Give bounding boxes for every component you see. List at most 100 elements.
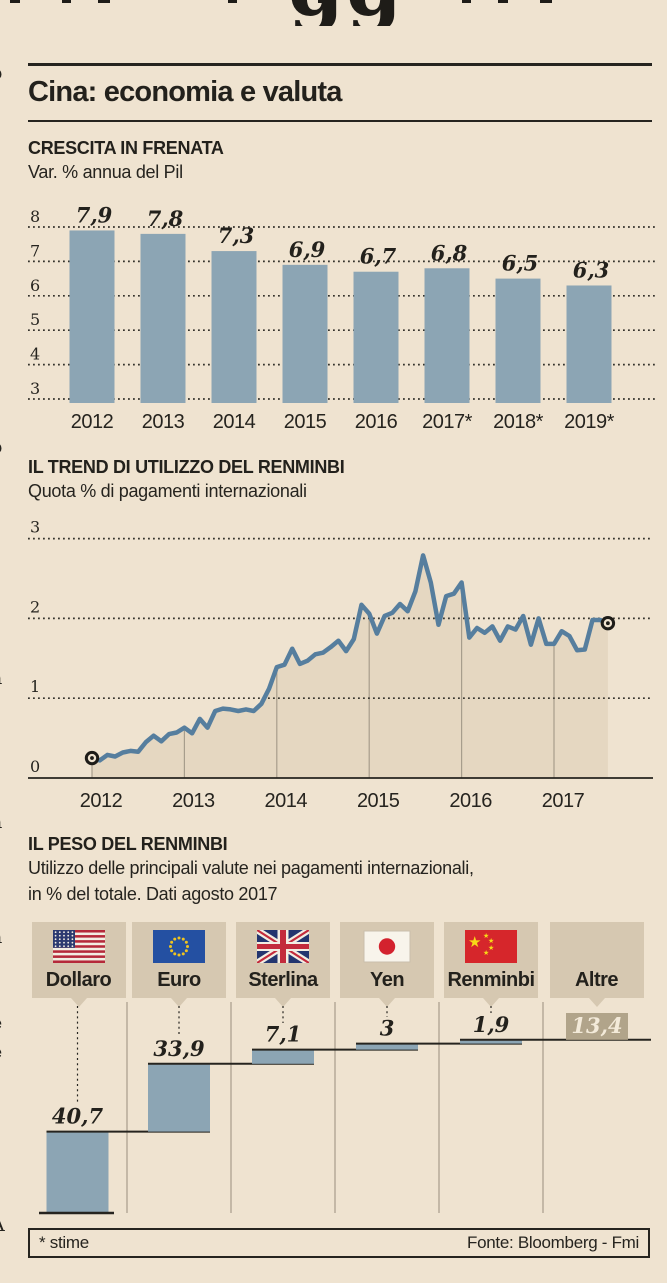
bar-value-label: 6,5 xyxy=(502,251,539,276)
x-axis-label: 2017* xyxy=(422,411,472,433)
bar-value-label: 7,9 xyxy=(76,202,113,227)
bar-value-label: 7,3 xyxy=(218,223,255,248)
us-flag-icon xyxy=(52,930,105,963)
waterfall-highlight-segment xyxy=(566,1013,628,1040)
waterfall-bar xyxy=(356,1043,418,1050)
adjacent-column-fragments: o ) - ) - - - i i - - o - - - - - - ' a … xyxy=(0,30,9,1239)
currency-label: Renminbi xyxy=(447,969,535,991)
segment-value-label: 1,9 xyxy=(473,1012,510,1037)
gdp-bar xyxy=(566,285,612,403)
currency-share-waterfall-chart: 40,7 33,9 7,1 3 1,9 13,4 xyxy=(39,1002,651,1215)
y-tick-label: 3 xyxy=(30,379,40,398)
renminbi-trend-subtitle: Quota % di pagamenti internazionali xyxy=(28,481,307,501)
gdp-bar xyxy=(424,268,470,403)
segment-value-label: 33,9 xyxy=(153,1036,205,1061)
svg-text:★: ★ xyxy=(468,934,481,951)
renminbi-trend-title: IL TREND DI UTILIZZO DEL RENMINBI xyxy=(28,457,345,477)
currency-label: Altre xyxy=(574,969,619,991)
renminbi-trend-area-chart: 3 2 1 0 2012 2013 2014 2015 2016 2017 xyxy=(28,518,653,812)
x-axis-label: 2013 xyxy=(172,790,215,812)
endpoint-marker-dot xyxy=(606,621,610,626)
svg-text:★: ★ xyxy=(488,944,494,952)
chart-footer: * stime Fonte: Bloomberg - Fmi xyxy=(28,1228,650,1258)
svg-text:★: ★ xyxy=(488,937,494,945)
x-axis-label: 2014 xyxy=(265,790,308,812)
panel-mid-rule xyxy=(28,120,652,122)
y-tick-label: 3 xyxy=(30,518,40,537)
box-pointer-icon xyxy=(483,998,499,1007)
waterfall-bar xyxy=(252,1049,314,1064)
x-axis-label: 2019* xyxy=(564,411,614,433)
endpoint-marker-dot xyxy=(90,756,94,760)
segment-value-label: 40,7 xyxy=(52,1104,104,1129)
panel-title: Cina: economia e valuta xyxy=(28,76,342,108)
source-credit: Fonte: Bloomberg - Fmi xyxy=(467,1233,639,1252)
gdp-bar xyxy=(140,233,186,403)
x-axis-label: 2012 xyxy=(80,790,123,812)
waterfall-bar xyxy=(148,1063,210,1132)
gdp-bar xyxy=(495,278,541,403)
renminbi-weight-subtitle-line1: Utilizzo delle principali valute nei pag… xyxy=(28,858,474,878)
renminbi-weight-title: IL PESO DEL RENMINBI xyxy=(28,834,228,854)
footnote: * stime xyxy=(39,1233,89,1252)
box-pointer-icon xyxy=(588,998,605,1007)
bar-value-label: 6,9 xyxy=(289,237,326,262)
currency-box-renminbi: ★ ★ ★ ★ ★ Renminbi xyxy=(444,922,538,1007)
gdp-bar-chart: 8 7 6 5 4 3 7,9 2012 7,8 2013 7,3 2014 6,9 2015 6,7 201… xyxy=(28,202,657,433)
gdp-bar xyxy=(282,264,328,403)
segment-value-label: 7,1 xyxy=(265,1022,302,1047)
box-pointer-icon xyxy=(70,998,87,1007)
y-tick-label: 2 xyxy=(30,597,40,616)
box-pointer-icon xyxy=(275,998,291,1007)
currency-label-boxes: Dollaro Euro Sterlina Yen ★ ★ ★ ★ ★ Renminbi Altre xyxy=(0,922,667,1012)
bar-value-label: 7,8 xyxy=(147,206,184,231)
currency-label: Dollaro xyxy=(45,969,112,991)
bar-value-label: 6,3 xyxy=(573,257,610,282)
currency-label: Yen xyxy=(369,969,405,991)
currency-box-dollaro: Dollaro xyxy=(31,922,126,1007)
y-tick-label: 1 xyxy=(30,677,40,696)
box-pointer-icon xyxy=(379,998,395,1007)
eu-flag-icon xyxy=(153,930,205,963)
headline-fragment-text: gg xyxy=(288,0,404,26)
y-tick-label: 4 xyxy=(30,345,40,364)
currency-box-yen: Yen xyxy=(340,922,434,1007)
x-axis-label: 2015 xyxy=(357,790,400,812)
panel-top-rule xyxy=(28,63,652,66)
x-axis-label: 2016 xyxy=(355,411,398,433)
masthead-headline-fragment: gg xyxy=(0,0,667,26)
y-tick-label: 5 xyxy=(30,310,40,329)
x-axis-label: 2012 xyxy=(71,411,114,433)
currency-box-euro: Euro xyxy=(132,922,226,1007)
headline-fragment-specks xyxy=(0,0,667,4)
waterfall-bar xyxy=(46,1131,109,1213)
bar-value-label: 6,7 xyxy=(360,244,397,269)
x-axis-label: 2018* xyxy=(493,411,543,433)
currency-label: Sterlina xyxy=(248,969,318,991)
gdp-chart-subtitle: Var. % annua del Pil xyxy=(28,162,183,182)
y-tick-label: 6 xyxy=(30,276,40,295)
x-axis-label: 2016 xyxy=(449,790,492,812)
uk-flag-icon xyxy=(257,930,309,963)
x-axis-label: 2013 xyxy=(142,411,185,433)
y-tick-label: 8 xyxy=(30,207,40,226)
y-tick-label: 0 xyxy=(30,757,40,776)
box-pointer-icon xyxy=(171,998,187,1007)
x-axis-label: 2015 xyxy=(284,411,327,433)
svg-text:★: ★ xyxy=(483,949,489,957)
jp-flag-icon xyxy=(363,930,411,963)
segment-value-label: 3 xyxy=(380,1016,395,1041)
waterfall-bar xyxy=(460,1039,522,1044)
y-tick-label: 7 xyxy=(30,241,40,260)
currency-box-sterlina: Sterlina xyxy=(236,922,330,1007)
x-axis-label: 2014 xyxy=(213,411,256,433)
area-fill xyxy=(92,555,608,778)
cn-flag-icon: ★ ★★★★ xyxy=(465,930,517,963)
svg-text:★: ★ xyxy=(483,932,489,940)
segment-value-label: 13,4 xyxy=(571,1013,622,1038)
bar-value-label: 6,8 xyxy=(431,240,468,265)
gdp-bar xyxy=(353,271,399,403)
trend-line xyxy=(89,553,611,763)
currency-box-altre: Altre xyxy=(549,922,644,1007)
